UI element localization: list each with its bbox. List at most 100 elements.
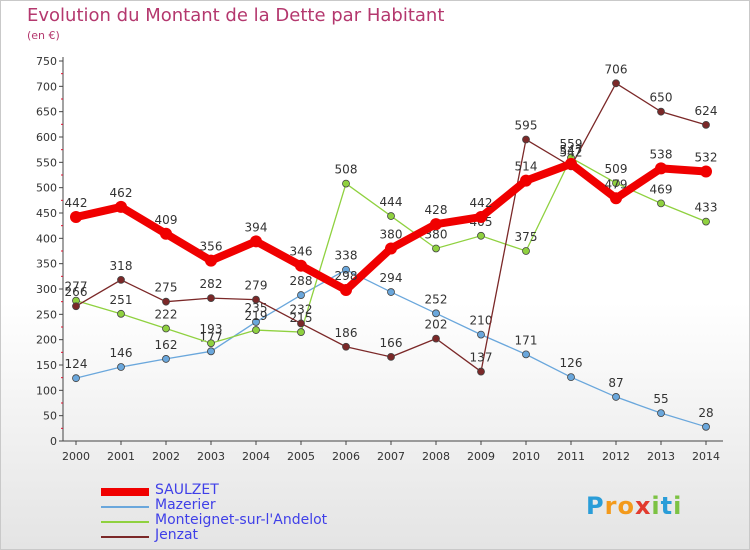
y-tick-label: 300 [36, 283, 57, 296]
data-point [117, 275, 125, 284]
data-point [702, 422, 710, 431]
data-label: 202 [425, 318, 448, 332]
data-point [297, 319, 305, 328]
data-point [702, 120, 710, 129]
data-point [522, 350, 530, 359]
data-point [655, 162, 667, 175]
y-tick-label: 100 [36, 384, 57, 397]
data-point [612, 79, 620, 88]
data-point [432, 244, 440, 253]
data-label: 55 [653, 392, 668, 406]
data-point [342, 265, 350, 274]
x-tick-label: 2002 [152, 450, 180, 463]
x-tick-label: 2013 [647, 450, 675, 463]
data-label: 514 [515, 160, 538, 174]
data-label: 356 [200, 240, 223, 254]
data-label: 298 [335, 269, 358, 283]
data-point [477, 330, 485, 339]
logo-letter: i [651, 492, 661, 520]
data-point [207, 347, 215, 356]
data-point [297, 291, 305, 299]
data-label: 538 [650, 147, 673, 161]
data-point [610, 192, 622, 205]
y-tick-label: 200 [36, 334, 57, 347]
data-label: 532 [695, 150, 718, 164]
data-label: 624 [695, 104, 718, 118]
data-point [207, 339, 215, 348]
data-point [387, 288, 395, 296]
data-point [700, 165, 712, 178]
data-point [520, 174, 532, 187]
data-point [477, 231, 485, 240]
data-point [162, 355, 170, 363]
x-tick-label: 2001 [107, 450, 135, 463]
data-label: 166 [380, 336, 403, 350]
y-tick-label: 650 [36, 106, 57, 119]
data-label: 469 [650, 182, 673, 196]
data-point [612, 179, 620, 188]
data-point [117, 309, 125, 318]
data-label: 277 [65, 280, 88, 294]
logo-letter: x [634, 492, 652, 520]
data-label: 235 [245, 301, 268, 315]
x-tick-label: 2010 [512, 450, 540, 463]
data-label: 479 [605, 177, 628, 191]
data-label: 186 [335, 326, 358, 340]
y-tick-label: 50 [43, 410, 57, 423]
data-label: 508 [335, 163, 358, 177]
series-jenzat: 266 318 275 282 279 232 186 166 202 137 595 542 706 6… [65, 62, 718, 376]
data-label: 394 [245, 220, 268, 234]
data-label: 462 [110, 186, 133, 200]
proxiti-logo: Proxiti [586, 492, 682, 520]
data-label: 442 [470, 196, 493, 210]
legend-swatch [101, 488, 149, 496]
data-point [475, 211, 487, 224]
data-point [72, 302, 80, 311]
legend-swatch [101, 506, 149, 508]
legend-swatch [101, 536, 149, 538]
data-point [522, 247, 530, 255]
x-tick-label: 2004 [242, 450, 270, 463]
data-label: 232 [290, 302, 313, 316]
data-label: 542 [560, 145, 583, 159]
data-label: 547 [560, 143, 583, 157]
data-label: 193 [200, 322, 223, 336]
data-point [162, 297, 170, 306]
data-point [340, 284, 352, 297]
data-point [70, 211, 82, 224]
legend-label: Monteignet-sur-l'Andelot [155, 512, 328, 528]
series-saulzet: 4424624093563943462983804284425145474795… [65, 143, 718, 297]
data-label: 124 [65, 357, 88, 371]
data-point [252, 318, 260, 326]
series-monteignet-sur-l-andelot: 2772512221932192155084443804053755595094… [65, 137, 718, 348]
data-label: 650 [650, 91, 673, 105]
x-tick-label: 2012 [602, 450, 630, 463]
data-point [115, 200, 127, 213]
y-tick-label: 450 [36, 207, 57, 220]
data-label: 559 [560, 137, 583, 151]
data-label: 428 [425, 203, 448, 217]
data-label: 433 [695, 201, 718, 215]
logo-letter: r [604, 492, 618, 520]
data-point [252, 326, 260, 334]
data-label: 444 [380, 195, 403, 209]
data-label: 215 [290, 311, 313, 325]
data-point [565, 157, 577, 170]
x-tick-label: 2007 [377, 450, 405, 463]
data-label: 282 [200, 277, 223, 291]
data-label: 595 [515, 119, 538, 133]
data-point [162, 324, 170, 333]
y-tick-label: 250 [36, 308, 57, 321]
logo-letter: o [617, 492, 635, 520]
data-label: 409 [155, 213, 178, 227]
data-point [430, 218, 442, 231]
legend-label: Jenzat [155, 527, 199, 543]
data-label: 252 [425, 292, 448, 306]
data-label: 28 [698, 406, 713, 420]
x-tick-label: 2008 [422, 450, 450, 463]
data-label: 146 [110, 346, 133, 360]
data-label: 294 [380, 271, 403, 285]
data-label: 442 [65, 196, 88, 210]
data-point [205, 254, 217, 267]
